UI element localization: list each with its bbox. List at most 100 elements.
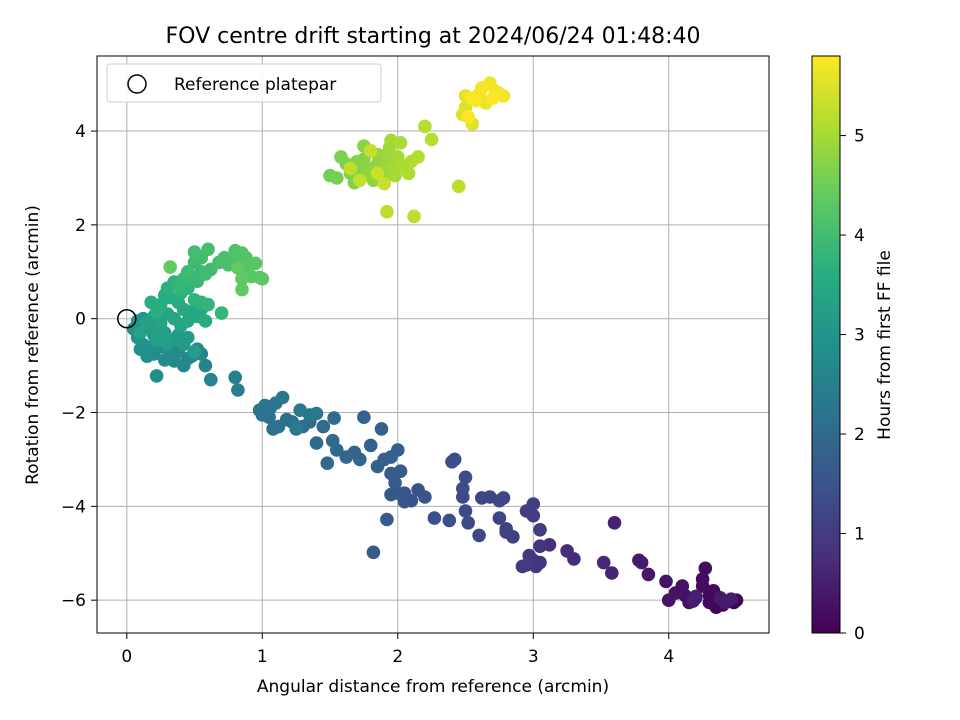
reference-marker	[117, 308, 137, 329]
data-point	[309, 406, 324, 421]
y-axis-label: Rotation from reference (arcmin)	[23, 205, 43, 485]
data-point	[163, 260, 177, 274]
data-point	[201, 297, 215, 312]
data-point	[515, 559, 530, 574]
data-point	[235, 282, 249, 297]
data-point	[451, 179, 466, 194]
data-point	[363, 438, 378, 453]
data-point	[456, 481, 470, 496]
data-point	[374, 422, 389, 436]
colorbar-tick-label: 0	[854, 624, 865, 644]
data-point	[370, 459, 385, 474]
data-point	[695, 572, 710, 586]
data-point	[418, 119, 432, 134]
data-point	[366, 545, 381, 560]
x-tick-label: 2	[392, 647, 403, 667]
data-point	[187, 245, 202, 259]
data-point	[533, 523, 547, 537]
data-point	[465, 91, 480, 105]
data-point	[560, 544, 574, 558]
data-point	[519, 504, 534, 518]
data-point	[442, 513, 457, 528]
y-tick-label: −4	[61, 497, 86, 517]
legend-label: Reference platepar	[174, 75, 336, 95]
data-point	[641, 567, 656, 582]
data-point	[533, 539, 547, 553]
data-point	[353, 173, 367, 188]
data-point	[407, 209, 421, 224]
data-point	[499, 522, 513, 536]
data-point	[228, 370, 242, 385]
data-point	[255, 272, 270, 286]
colorbar-gradient	[811, 55, 841, 634]
data-point	[231, 261, 245, 275]
legend-box	[106, 63, 382, 103]
data-point	[198, 358, 213, 373]
data-point	[496, 89, 511, 103]
data-point	[401, 166, 416, 181]
y-tick-label: −6	[61, 591, 86, 611]
data-point	[133, 342, 148, 357]
data-point	[659, 574, 673, 589]
scatter-points	[126, 76, 744, 614]
data-point	[160, 337, 175, 352]
data-point	[343, 161, 358, 176]
data-point	[187, 344, 202, 359]
data-point	[384, 487, 398, 502]
colorbar-tick-label: 3	[854, 326, 865, 346]
data-point	[370, 166, 385, 181]
data-point	[424, 132, 439, 147]
data-point	[275, 390, 290, 405]
data-point	[181, 265, 195, 279]
data-point	[605, 566, 619, 580]
data-point	[181, 330, 195, 345]
data-point	[316, 419, 331, 434]
data-point	[445, 455, 459, 469]
colorbar: 0 1 2 3 4 5 Hours from first FF file	[811, 55, 895, 644]
data-point	[461, 516, 476, 530]
data-point	[325, 433, 340, 448]
x-tick-label: 0	[121, 647, 132, 667]
data-point	[320, 456, 335, 471]
y-tick-label: 0	[75, 310, 86, 330]
data-point	[475, 81, 489, 95]
data-point	[724, 592, 738, 606]
data-point	[204, 372, 218, 387]
legend-marker-icon	[127, 74, 147, 94]
colorbar-tick-label: 5	[854, 127, 865, 147]
data-point	[427, 511, 442, 525]
data-point	[231, 383, 245, 397]
data-point	[458, 504, 473, 518]
data-point	[475, 491, 489, 505]
data-point	[293, 403, 308, 418]
colorbar-tick-label: 2	[854, 425, 865, 445]
colorbar-tick-label: 1	[854, 525, 865, 545]
data-point	[198, 314, 213, 328]
data-point	[472, 528, 486, 543]
data-point	[661, 593, 676, 607]
chart-title: FOV centre drift starting at 2024/06/24 …	[166, 24, 701, 49]
y-tick-label: −2	[61, 404, 86, 424]
colorbar-ticks: 0 1 2 3 4 5	[840, 127, 865, 644]
x-tick-label: 3	[528, 647, 539, 667]
plot-area-frame	[96, 55, 770, 634]
x-tick-label: 4	[663, 647, 674, 667]
data-point	[393, 464, 408, 479]
colorbar-tick-label: 4	[854, 226, 865, 246]
data-point	[289, 419, 304, 434]
data-point	[377, 176, 392, 191]
data-point	[380, 204, 394, 219]
x-axis-label: Angular distance from reference (arcmin)	[257, 677, 609, 697]
data-point	[214, 306, 229, 320]
y-tick-label: 2	[75, 216, 86, 236]
data-point	[157, 353, 172, 367]
legend: Reference platepar	[106, 63, 382, 103]
data-point	[411, 150, 425, 164]
data-point	[461, 110, 476, 124]
y-axis-ticks: −6 −4 −2 0 2 4	[61, 122, 97, 611]
y-tick-label: 4	[75, 122, 86, 142]
data-point	[458, 470, 473, 485]
data-point	[632, 553, 646, 568]
data-point	[266, 422, 280, 436]
